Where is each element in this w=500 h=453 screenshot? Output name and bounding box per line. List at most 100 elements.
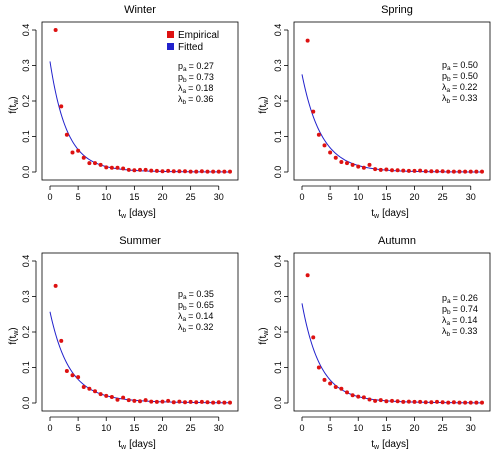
empirical-point [395, 399, 400, 404]
x-tick-label: 25 [186, 192, 196, 202]
y-label-sub: w [263, 99, 270, 106]
x-tick-label: 30 [466, 192, 476, 202]
param-line: λa = 0.18 [178, 83, 213, 95]
empirical-point [350, 393, 355, 398]
empirical-point [81, 385, 86, 390]
param-value: = 0.33 [452, 326, 477, 336]
empirical-point [333, 385, 338, 390]
x-label-sub: w [373, 444, 380, 451]
param-value: = 0.33 [452, 93, 477, 103]
empirical-point [93, 161, 97, 166]
param-subscript: b [447, 309, 451, 316]
empirical-point [205, 169, 210, 174]
x-label-unit: [days] [382, 439, 409, 450]
empirical-point [361, 165, 366, 170]
param-symbol: λ [178, 83, 183, 93]
empirical-point [423, 400, 428, 405]
param-subscript: a [183, 294, 187, 301]
empirical-point [93, 389, 97, 394]
empirical-point [305, 273, 310, 278]
empirical-point [406, 399, 411, 404]
param-value: = 0.26 [453, 293, 478, 303]
y-label-close: ) [258, 96, 269, 99]
y-label-main: f(t [258, 105, 269, 114]
param-subscript: a [183, 66, 187, 73]
empirical-point [183, 169, 187, 174]
x-label-main: t [371, 439, 374, 450]
empirical-point [356, 164, 361, 169]
y-tick-label: 0.2 [21, 95, 31, 108]
empirical-point [451, 400, 456, 405]
svg-text:f(tw): f(tw) [8, 96, 20, 113]
empirical-point [367, 397, 372, 402]
param-line: pa = 0.35 [178, 289, 214, 301]
empirical-point [406, 168, 411, 173]
empirical-point [395, 168, 400, 173]
y-tick-label: 0.4 [21, 255, 31, 268]
x-tick-label: 10 [101, 423, 111, 433]
y-axis-label: f(tw) [8, 96, 20, 113]
param-value: = 0.14 [452, 315, 477, 325]
empirical-point [457, 400, 462, 405]
x-tick-label: 25 [186, 423, 196, 433]
param-line: pa = 0.50 [442, 60, 478, 72]
empirical-point [435, 169, 439, 174]
plot-area [41, 252, 239, 412]
empirical-point [76, 375, 81, 380]
empirical-point [64, 369, 69, 374]
empirical-point [373, 398, 378, 403]
empirical-point [480, 400, 484, 405]
legend-swatch-empirical [167, 31, 174, 38]
param-symbol: λ [178, 311, 183, 321]
param-symbol: λ [442, 326, 447, 336]
x-tick-label: 20 [409, 423, 419, 433]
x-tick-label: 20 [409, 192, 419, 202]
empirical-point [104, 393, 109, 398]
plot-area [293, 252, 491, 412]
empirical-point [384, 167, 389, 172]
x-tick-label: 30 [214, 423, 224, 433]
empirical-point [311, 335, 316, 340]
y-axis-label: f(tw) [258, 327, 270, 344]
empirical-point [199, 169, 204, 174]
empirical-point [328, 381, 333, 386]
empirical-point [429, 400, 434, 405]
x-tick-label: 25 [438, 192, 448, 202]
param-line: pb = 0.50 [442, 71, 478, 83]
empirical-point [228, 400, 232, 405]
x-tick-label: 25 [438, 423, 448, 433]
y-tick-label: 0.3 [21, 290, 31, 303]
y-label-close: ) [258, 327, 269, 330]
legend-label-fitted: Fitted [178, 42, 203, 53]
empirical-point [216, 400, 221, 405]
param-line: pb = 0.65 [178, 300, 214, 312]
x-tick-label: 5 [328, 423, 333, 433]
empirical-point [451, 169, 456, 174]
panel-autumn: Autumn 0.00.10.20.30.4 0 5 10 15 20 25 30 f(tw… [258, 235, 491, 451]
empirical-point [211, 400, 216, 405]
empirical-point [160, 399, 165, 404]
param-subscript: a [447, 298, 451, 305]
empirical-point [222, 169, 227, 174]
y-tick-label: 0.0 [21, 397, 31, 410]
param-subscript: b [447, 98, 451, 105]
empirical-point [316, 365, 321, 370]
empirical-point [480, 169, 484, 174]
x-label-sub: w [373, 213, 380, 220]
empirical-point [373, 167, 378, 172]
empirical-point [328, 150, 333, 155]
param-line: λb = 0.36 [178, 94, 213, 106]
y-tick-label: 0.1 [21, 130, 31, 143]
empirical-point [171, 400, 176, 405]
empirical-point [166, 168, 171, 173]
param-symbol: p [442, 293, 447, 303]
x-tick-label: 5 [76, 423, 81, 433]
panel-title: Summer [119, 235, 161, 247]
y-label-main: f(t [8, 336, 19, 345]
empirical-point [384, 399, 389, 404]
x-tick-label: 5 [328, 192, 333, 202]
empirical-point [390, 398, 394, 403]
